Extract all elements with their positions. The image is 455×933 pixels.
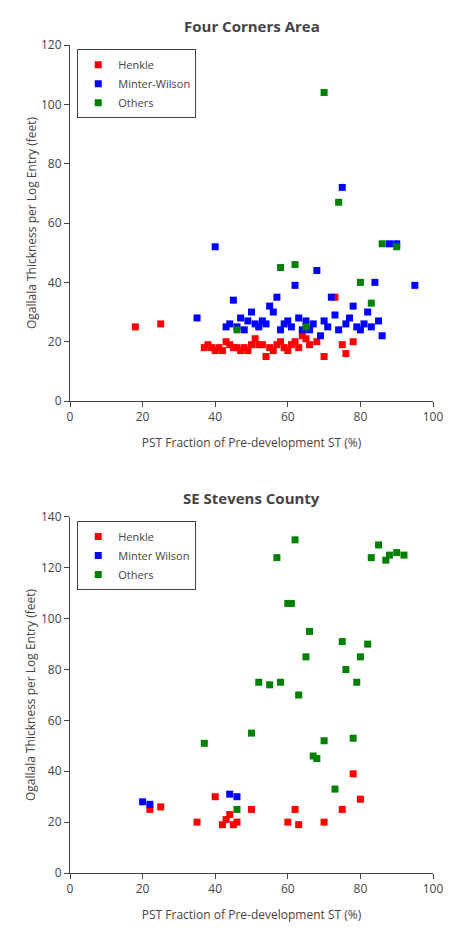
svg-text:0: 0 bbox=[55, 392, 62, 409]
svg-text:Ogallala Thickness per Log Ent: Ogallala Thickness per Log Entry (feet) bbox=[23, 116, 40, 329]
svg-text:20: 20 bbox=[136, 880, 150, 897]
svg-text:80: 80 bbox=[48, 661, 62, 678]
svg-text:PST Fraction of Pre-developmen: PST Fraction of Pre-development ST (%) bbox=[142, 906, 362, 923]
svg-text:Minter Wilson: Minter Wilson bbox=[118, 548, 189, 563]
svg-text:PST Fraction of Pre-developmen: PST Fraction of Pre-development ST (%) bbox=[142, 434, 362, 451]
svg-text:20: 20 bbox=[48, 813, 62, 830]
svg-text:20: 20 bbox=[136, 408, 150, 425]
svg-text:40: 40 bbox=[208, 408, 222, 425]
svg-text:60: 60 bbox=[48, 712, 62, 729]
svg-text:100: 100 bbox=[423, 880, 444, 897]
svg-text:Others: Others bbox=[118, 567, 153, 582]
svg-text:Henkle: Henkle bbox=[118, 57, 154, 72]
svg-text:80: 80 bbox=[354, 880, 368, 897]
svg-text:80: 80 bbox=[48, 155, 62, 172]
svg-text:140: 140 bbox=[41, 508, 62, 525]
svg-text:40: 40 bbox=[48, 762, 62, 779]
svg-text:60: 60 bbox=[281, 408, 295, 425]
svg-text:20: 20 bbox=[48, 333, 62, 350]
svg-text:0: 0 bbox=[67, 408, 74, 425]
svg-text:120: 120 bbox=[41, 559, 62, 576]
svg-text:0: 0 bbox=[55, 864, 62, 881]
svg-text:40: 40 bbox=[48, 274, 62, 291]
svg-text:80: 80 bbox=[354, 408, 368, 425]
svg-text:100: 100 bbox=[41, 96, 62, 113]
svg-text:60: 60 bbox=[281, 880, 295, 897]
svg-text:Four Corners Area: Four Corners Area bbox=[184, 16, 320, 36]
svg-text:Minter-Wilson: Minter-Wilson bbox=[118, 76, 190, 91]
svg-text:Henkle: Henkle bbox=[118, 529, 154, 544]
svg-text:Others: Others bbox=[118, 95, 153, 110]
svg-text:0: 0 bbox=[67, 880, 74, 897]
svg-text:Ogallala Thickness per Log Ent: Ogallala Thickness per Log Entry (feet) bbox=[22, 588, 39, 801]
svg-text:100: 100 bbox=[423, 408, 444, 425]
svg-text:100: 100 bbox=[41, 610, 62, 627]
svg-text:120: 120 bbox=[41, 36, 62, 53]
svg-text:40: 40 bbox=[208, 880, 222, 897]
svg-text:SE Stevens County: SE Stevens County bbox=[183, 488, 320, 508]
svg-text:60: 60 bbox=[48, 214, 62, 231]
